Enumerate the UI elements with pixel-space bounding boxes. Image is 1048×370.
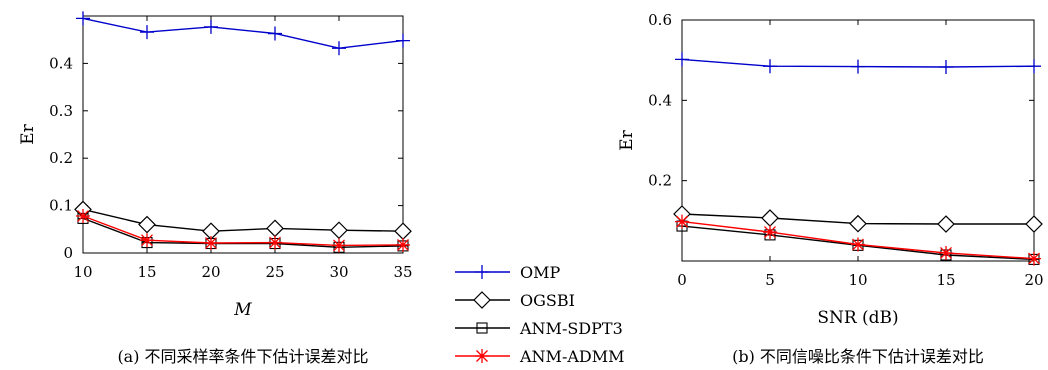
x-tick-label: 15 (137, 263, 156, 281)
data-point (204, 19, 218, 34)
data-point (939, 59, 953, 74)
y-tick-label: 0.4 (49, 54, 73, 72)
data-point (851, 59, 865, 74)
series-ogsbi (673, 205, 1043, 233)
x-axis-label: M (233, 300, 252, 320)
data-point (849, 214, 867, 233)
series-omp (675, 52, 1041, 74)
data-point (763, 225, 777, 240)
panel-b: 0 5 10 15 20 0.2 0.4 0.6 SNR (dB) Er (b) 不同信噪比条件下估… (617, 11, 1044, 366)
data-point (76, 11, 90, 26)
data-point (140, 25, 154, 40)
data-point (1025, 215, 1043, 233)
y-axis-label: Er (617, 129, 637, 150)
legend-label: OGSBI (520, 291, 575, 310)
y-tick-label: 0.4 (648, 91, 672, 109)
x-axis-label: SNR (dB) (817, 308, 898, 328)
x-tick-label: 15 (936, 271, 955, 289)
data-point (332, 238, 346, 253)
legend-marker (473, 291, 491, 309)
data-point (396, 33, 410, 48)
plot-frame (82, 15, 404, 254)
data-point (268, 26, 282, 41)
data-point (138, 215, 156, 234)
data-point (851, 237, 865, 252)
y-tick-label: 0.6 (648, 11, 672, 29)
data-point (268, 235, 282, 250)
y-axis-label: Er (18, 123, 38, 144)
data-point (394, 222, 412, 241)
data-point (675, 214, 689, 229)
y-tick-label: 0.3 (49, 102, 73, 120)
x-tick-label: 10 (848, 271, 867, 289)
data-point (1027, 59, 1041, 74)
legend-entry-anm-sdpt3: ANM-SDPT3 (455, 319, 623, 338)
data-point (76, 209, 90, 224)
panel-a: 10 15 20 25 30 35 0 0.1 0.2 0.3 0.4 M Er (a) 不同采样率条件下… (18, 11, 413, 366)
data-point (763, 59, 777, 74)
x-tick-label: 25 (265, 263, 284, 281)
x-tick-label: 5 (765, 271, 775, 289)
data-point (204, 236, 218, 251)
data-point (140, 233, 154, 248)
x-tick-label: 35 (393, 263, 412, 281)
series-line (82, 208, 404, 232)
series-omp (76, 11, 410, 56)
x-tick-label: 20 (1024, 271, 1043, 289)
series-line (82, 215, 404, 247)
y-tick-label: 0 (63, 244, 73, 262)
series-ogsbi (74, 200, 412, 241)
data-point (266, 219, 284, 238)
y-tick-label: 0.2 (49, 149, 73, 167)
legend-label: ANM-ADMM (519, 347, 625, 366)
series-anm-admm (76, 209, 410, 253)
panel-caption: (a) 不同采样率条件下估计误差对比 (117, 347, 368, 366)
legend-entry-omp: OMP (455, 263, 561, 282)
data-point (1027, 251, 1041, 266)
series-line (82, 17, 404, 49)
x-tick-label: 10 (73, 263, 92, 281)
data-point (332, 41, 346, 56)
legend-entry-anm-admm: ANM-ADMM (455, 347, 625, 366)
data-point (939, 245, 953, 260)
legend-entry-ogsbi: OGSBI (455, 291, 575, 310)
legend-marker (476, 322, 488, 334)
series-anm-admm (675, 214, 1041, 266)
legend: OMP OGSBI ANM-SDPT3 ANM-ADMM (455, 263, 625, 366)
data-point (396, 237, 410, 252)
data-point (330, 221, 348, 240)
y-tick-label: 0.2 (648, 172, 672, 190)
panel-caption: (b) 不同信噪比条件下估计误差对比 (732, 347, 984, 366)
legend-marker (475, 349, 489, 363)
legend-label: OMP (520, 263, 561, 282)
data-point (937, 215, 955, 233)
legend-marker (475, 265, 489, 279)
x-tick-label: 0 (677, 271, 687, 289)
data-point (675, 52, 689, 67)
x-tick-label: 30 (329, 263, 348, 281)
legend-label: ANM-SDPT3 (519, 319, 623, 338)
y-tick-label: 0.1 (49, 197, 73, 215)
data-point (761, 209, 779, 227)
x-tick-label: 20 (201, 263, 220, 281)
